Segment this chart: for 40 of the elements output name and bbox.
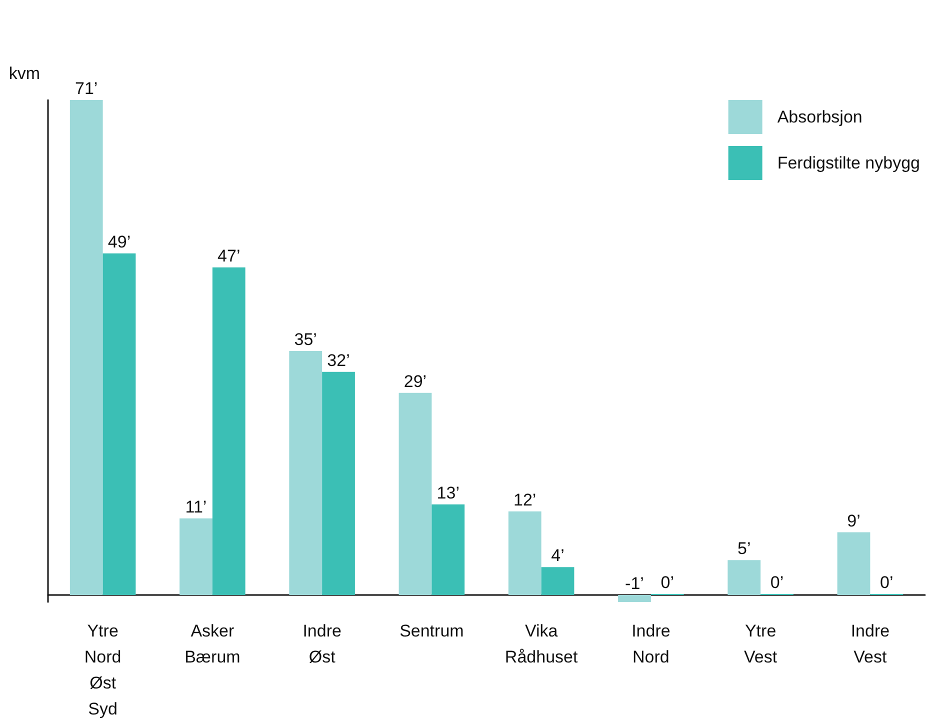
x-tick-label: Indre Nord [632, 622, 670, 666]
y-axis-title: kvm [8, 64, 40, 83]
bar [180, 518, 212, 596]
bar [432, 504, 465, 596]
data-label: 12’ [514, 490, 536, 510]
data-label: 0’ [880, 573, 894, 592]
bar [618, 595, 651, 602]
data-label: 11’ [185, 497, 207, 516]
data-label: -1’ [625, 574, 644, 594]
legend-label: Absorbsjon [777, 108, 862, 126]
bar [70, 100, 103, 596]
x-tick-label: Indre Øst [302, 622, 342, 666]
data-label: 0’ [770, 573, 784, 592]
x-tick-label: Vika Rådhuset [504, 622, 578, 666]
x-tick-label: Ytre Nord Øst Syd [84, 622, 122, 718]
data-label: 32’ [327, 350, 350, 370]
data-label: 35’ [294, 330, 317, 349]
bar [322, 372, 355, 596]
legend-label: Ferdigstilte nybygg [777, 154, 920, 172]
data-label: 13’ [436, 483, 460, 502]
bar [728, 560, 761, 596]
bar [837, 532, 870, 596]
data-label: 0’ [660, 573, 674, 592]
data-label: 29’ [404, 372, 427, 391]
x-tick-label: Sentrum [400, 622, 464, 640]
x-tick-label: Ytre Vest [744, 622, 778, 666]
data-label: 9’ [847, 511, 860, 530]
data-label: 49’ [108, 232, 131, 252]
data-label: 4’ [551, 546, 564, 566]
data-label: 5’ [738, 539, 751, 558]
data-label: 47’ [218, 246, 240, 266]
bar [212, 267, 246, 596]
bar [289, 351, 322, 596]
bar [102, 253, 136, 596]
x-tick-label: Asker Bærum [184, 622, 240, 666]
data-label: 71’ [75, 79, 98, 98]
x-tick-label: Indre Vest [850, 622, 890, 666]
bar [541, 567, 574, 596]
bar [508, 511, 542, 596]
bar [398, 392, 432, 596]
